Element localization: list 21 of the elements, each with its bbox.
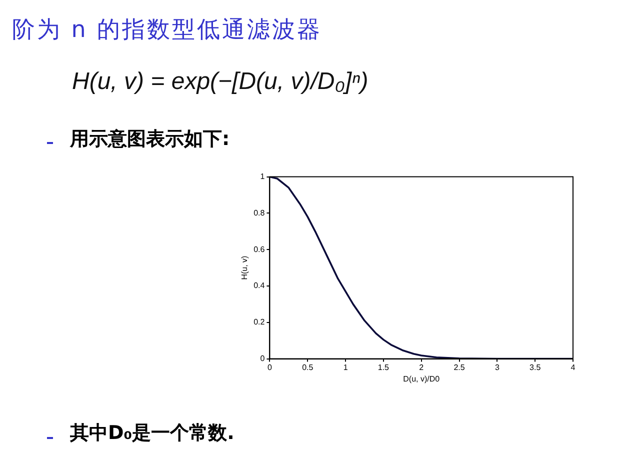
x-tick-label: 3.5 — [530, 362, 542, 372]
x-tick-label: 4 — [570, 362, 576, 372]
text: 用示意图表示如下: — [70, 127, 230, 152]
y-tick-label: 0.4 — [254, 281, 266, 290]
x-tick-label: 1.5 — [378, 362, 390, 372]
y-tick-label: 0.8 — [254, 208, 266, 218]
x-tick-label: 0.5 — [302, 362, 314, 372]
y-tick-label: 0 — [260, 354, 266, 364]
x-tick-label: 0 — [267, 362, 272, 372]
x-tick-label: 2.5 — [454, 362, 466, 372]
chart-title: 阶为 n 的指数型低通滤波器 — [12, 16, 322, 45]
y-tick-label: 0.6 — [254, 244, 266, 254]
x-tick-label: 2 — [419, 362, 424, 372]
y-tick-label: 0.2 — [254, 318, 266, 327]
text: 其中D₀是一个常数. — [70, 421, 234, 446]
x-tick-label: 1 — [343, 362, 348, 372]
y-axis-title: H(u, v) — [240, 255, 250, 280]
x-tick-label: 3 — [494, 362, 500, 372]
chart-subtitle: H(u, v) = exp(−[D(u, v)/D₀]ⁿ) — [72, 68, 368, 96]
x-axis-title: D(u, v)/D0 — [403, 374, 440, 384]
y-tick-label: 1 — [260, 172, 266, 182]
